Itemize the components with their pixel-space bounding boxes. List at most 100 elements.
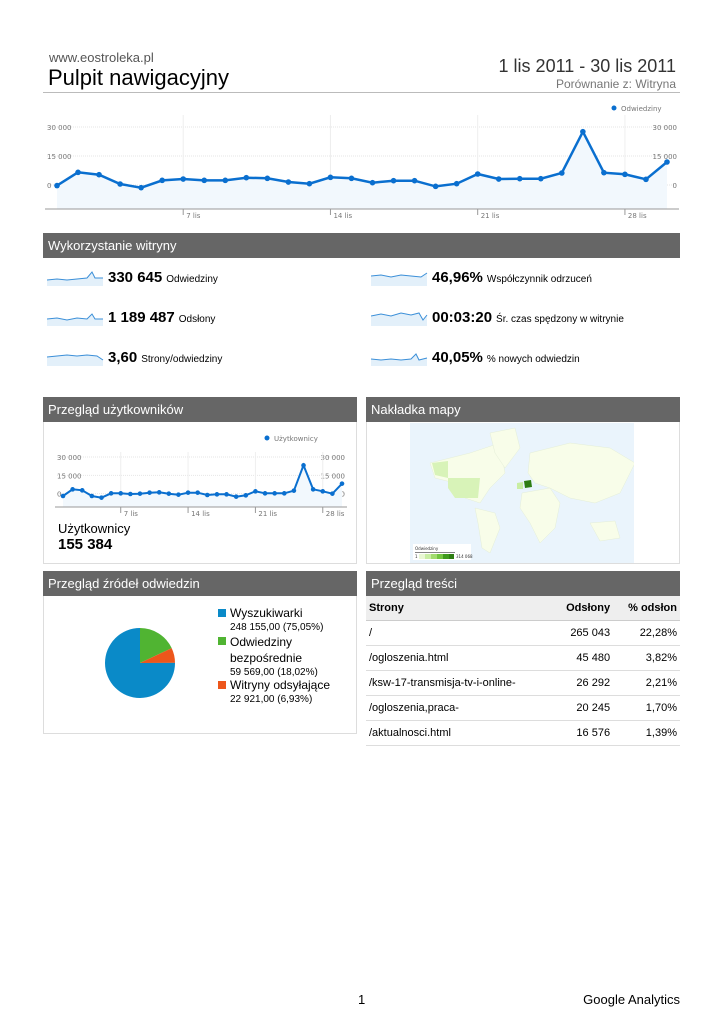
data-point[interactable] xyxy=(580,128,586,135)
legend-item-search[interactable]: Wyszukiwarki 248 155,00 (75,05%) xyxy=(218,607,348,634)
data-point[interactable] xyxy=(390,177,397,184)
date-range[interactable]: 1 lis 2011 - 30 lis 2011 xyxy=(498,56,676,76)
data-point[interactable] xyxy=(264,175,271,182)
data-point[interactable] xyxy=(118,491,124,496)
data-point[interactable] xyxy=(224,492,229,497)
column-header[interactable]: Odsłony xyxy=(552,596,614,621)
data-point[interactable] xyxy=(285,179,292,185)
legend-item-referral[interactable]: Witryny odsyłające 22 921,00 (6,93%) xyxy=(218,679,348,706)
users-label: Użytkownicy xyxy=(58,521,131,536)
data-point[interactable] xyxy=(432,183,439,190)
legend-item-direct[interactable]: Odwiedziny bezpośrednie 59 569,00 (18,02%… xyxy=(218,634,348,679)
data-point[interactable] xyxy=(327,174,334,181)
data-point[interactable] xyxy=(70,487,75,492)
y-tick-right: 30 000 xyxy=(321,454,346,462)
data-point[interactable] xyxy=(664,159,670,165)
table-header-row: Strony Odsłony % odsłon xyxy=(366,596,680,621)
metric-1[interactable]: 46,96% Współczynnik odrzuceń xyxy=(371,268,592,286)
table-row[interactable]: /aktualnosci.html 16 576 1,39% xyxy=(366,720,680,746)
sparkline-icon xyxy=(47,354,104,366)
y-tick-right: 30 000 xyxy=(653,124,678,132)
data-point[interactable] xyxy=(214,492,220,497)
data-point[interactable] xyxy=(180,176,187,182)
table-row[interactable]: /265 043 22,28% xyxy=(366,620,680,646)
data-point[interactable] xyxy=(243,493,249,498)
y-tick-left: 30 000 xyxy=(47,124,72,132)
data-point[interactable] xyxy=(601,169,607,176)
data-point[interactable] xyxy=(453,180,460,187)
data-point[interactable] xyxy=(272,491,277,496)
data-point[interactable] xyxy=(205,492,210,498)
legend-swatch xyxy=(218,609,226,617)
data-point[interactable] xyxy=(559,170,565,176)
data-point[interactable] xyxy=(306,180,313,187)
legend-label: Odwiedziny xyxy=(621,105,662,113)
data-point[interactable] xyxy=(262,491,268,496)
column-header[interactable]: % odsłon xyxy=(613,596,680,621)
data-point[interactable] xyxy=(622,171,628,178)
table-row[interactable]: /ksw-17-transmisja-tv-i-online- 26 292 2,2… xyxy=(366,670,680,696)
data-point[interactable] xyxy=(176,492,181,497)
data-point[interactable] xyxy=(128,491,133,497)
data-point[interactable] xyxy=(185,490,191,495)
data-point[interactable] xyxy=(320,489,326,494)
data-point[interactable] xyxy=(537,175,544,182)
data-point[interactable] xyxy=(643,176,649,183)
data-point[interactable] xyxy=(474,171,481,177)
pie-slice[interactable] xyxy=(105,628,175,698)
data-point[interactable] xyxy=(201,177,208,184)
data-point[interactable] xyxy=(516,175,523,182)
data-point[interactable] xyxy=(233,494,239,499)
data-point[interactable] xyxy=(108,491,114,496)
data-point[interactable] xyxy=(222,177,229,184)
data-point[interactable] xyxy=(166,491,172,496)
data-point[interactable] xyxy=(411,177,418,184)
column-header[interactable]: Strony xyxy=(366,596,553,621)
x-tick-label: 21 lis xyxy=(258,510,277,518)
data-point[interactable] xyxy=(253,489,258,494)
data-point[interactable] xyxy=(243,174,250,181)
data-point[interactable] xyxy=(495,176,502,182)
metric-3[interactable]: 00:03:20 Śr. czas spędzony w witrynie xyxy=(371,308,624,326)
data-point[interactable] xyxy=(348,175,355,182)
table-row[interactable]: /ogloszenia,praca- 20 245 1,70% xyxy=(366,695,680,721)
data-point[interactable] xyxy=(60,493,66,499)
data-point[interactable] xyxy=(138,184,144,191)
metric-4[interactable]: 3,60 Strony/odwiedziny xyxy=(47,348,222,366)
metric-value: 46,96% xyxy=(432,269,483,286)
data-point[interactable] xyxy=(79,488,85,493)
data-point[interactable] xyxy=(281,491,287,496)
data-point[interactable] xyxy=(137,491,143,496)
area-fill xyxy=(63,465,342,507)
metric-2[interactable]: 1 189 487 Odsłony xyxy=(47,308,215,326)
data-point[interactable] xyxy=(117,181,123,187)
cell-value: 26 292 xyxy=(552,670,614,696)
world-map[interactable]: Odwiedziny 1 314 068 xyxy=(410,423,634,563)
table-row[interactable]: /ogloszenia.html 45 480 3,82% xyxy=(366,645,680,671)
data-point[interactable] xyxy=(156,490,162,495)
data-point[interactable] xyxy=(75,169,81,176)
data-point[interactable] xyxy=(330,491,335,496)
pie-slice[interactable] xyxy=(140,648,175,663)
legend-detail: 59 569,00 (18,02%) xyxy=(230,667,318,678)
data-point[interactable] xyxy=(96,171,102,178)
data-point[interactable] xyxy=(369,179,376,186)
metric-label: Strony/odwiedziny xyxy=(141,354,223,365)
data-point[interactable] xyxy=(310,487,316,492)
data-point[interactable] xyxy=(291,488,297,493)
data-point[interactable] xyxy=(339,481,345,486)
data-point[interactable] xyxy=(301,463,306,468)
pie-slice[interactable] xyxy=(140,628,172,663)
cell-value: 22,28% xyxy=(613,620,680,646)
metric-5[interactable]: 40,05%% nowych odwiedzin xyxy=(371,348,580,366)
data-point[interactable] xyxy=(54,182,60,189)
data-point[interactable] xyxy=(89,493,95,499)
data-point[interactable] xyxy=(147,490,152,495)
data-point[interactable] xyxy=(99,495,104,500)
sparkline-icon xyxy=(371,312,428,326)
data-point[interactable] xyxy=(159,177,165,184)
metric-0[interactable]: 330 645 Odwiedziny xyxy=(47,268,218,286)
cell-value: 1,70% xyxy=(613,695,680,721)
cell-value: 20 245 xyxy=(552,695,614,721)
data-point[interactable] xyxy=(195,490,200,495)
